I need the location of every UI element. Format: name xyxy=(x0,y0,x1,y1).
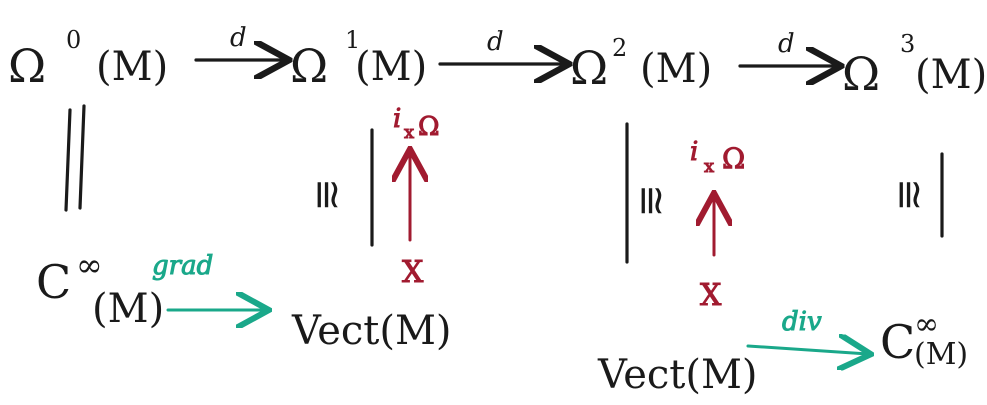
ix-omega-2: Ω xyxy=(722,142,745,175)
d-label-1: d xyxy=(230,23,247,53)
omega2-base: Ω xyxy=(570,41,608,95)
x-label-1: X xyxy=(402,255,424,290)
ix-label-1: i xyxy=(393,104,401,134)
omega1-arg: (M) xyxy=(355,44,427,90)
cinf1-base: C xyxy=(36,255,71,309)
ix-sub-1: x xyxy=(404,122,414,143)
omega0-base: Ω xyxy=(8,39,46,93)
equal-line-left xyxy=(64,108,72,212)
ix-label-2: i xyxy=(690,137,698,167)
omega0-sup: 0 xyxy=(66,26,81,54)
cinf2-base: C xyxy=(880,315,915,369)
iso-symbol-3: ≅ xyxy=(886,178,932,212)
div-label: div xyxy=(782,307,822,337)
grad-label: grad xyxy=(152,251,213,281)
div-arrow xyxy=(746,346,868,354)
cinf1-arg: (M) xyxy=(92,286,164,332)
omega2-sup: 2 xyxy=(612,34,627,62)
x-label-2: X xyxy=(700,278,722,313)
iso-symbol-2: ≅ xyxy=(628,184,674,218)
cinf2-arg: (M) xyxy=(914,337,968,372)
vect2-label: Vect(M) xyxy=(597,352,758,398)
iso-symbol-1: ≅ xyxy=(304,178,350,212)
ix-sub-2: x xyxy=(704,156,714,177)
omega1-base: Ω xyxy=(290,39,328,93)
omega3-arg: (M) xyxy=(915,52,987,98)
ix-omega-1: Ω xyxy=(418,112,440,142)
omega3-base: Ω xyxy=(842,47,880,101)
omega0-arg: (M) xyxy=(96,44,168,90)
omega1-sup: 1 xyxy=(345,26,360,54)
cinf1-sup: ∞ xyxy=(76,246,103,284)
equal-line-right xyxy=(78,104,86,210)
d-label-3: d xyxy=(778,29,795,59)
omega2-arg: (M) xyxy=(640,46,712,92)
cinf2-sup: ∞ xyxy=(914,307,939,342)
d-label-2: d xyxy=(487,27,504,57)
omega3-sup: 3 xyxy=(900,30,915,58)
vect1-label: Vect(M) xyxy=(291,308,452,354)
